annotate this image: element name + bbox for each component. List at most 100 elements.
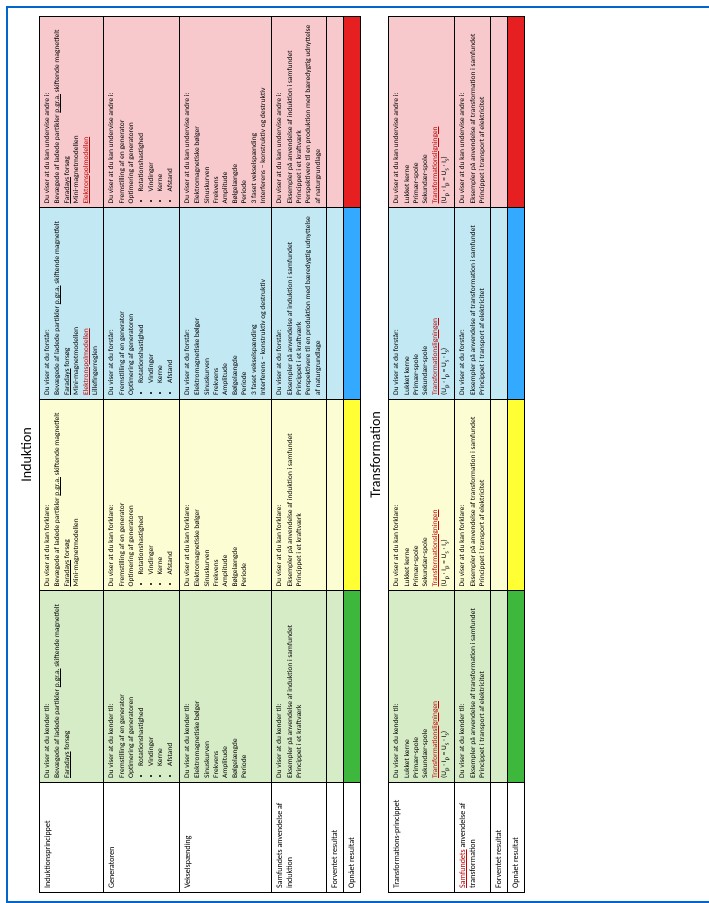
cell-line: Amplitude <box>221 596 230 779</box>
cell-line: 3 faset vekselspænding <box>250 213 259 396</box>
bullet-list: RotationshastighedVindingerKerneAfstand <box>137 21 175 192</box>
cell-line: Princippet i transport af elektricitet <box>478 21 487 204</box>
cell-heading: Du viser at du kan forklare: <box>107 404 116 587</box>
table-row: VekselspændingDu viser at du kender til:… <box>179 17 271 893</box>
cell-line: Elektromagnetiske bølger <box>193 404 202 587</box>
bullet-item: Kerne <box>156 21 165 192</box>
footer-row: Forventet resultat <box>491 17 508 893</box>
cell-line: Frekvens <box>212 596 221 779</box>
content-cell: Du viser at du kan undervise andre i:Eks… <box>272 17 327 209</box>
cell-line: Bevægede af ladede partikler p.gr.a. ski… <box>53 596 62 779</box>
bullet-item: Kerne <box>156 596 165 767</box>
cell-line: Perspektivere til en produktion med bære… <box>304 213 323 396</box>
cell-heading: Du viser at du forstår: <box>275 213 284 396</box>
content-cell: Du viser at du kan forklare:Fremstilling… <box>104 400 180 592</box>
section-title-1: Induktion <box>18 16 35 893</box>
content-cell: Du viser at du forstår:Eksempler på anve… <box>455 208 491 400</box>
bullet-item: Rotationshastighed <box>137 213 146 384</box>
bullet-item: Afstand <box>166 596 175 767</box>
content-cell: Du viser at du kan undervise andre i:Fre… <box>104 17 180 209</box>
bullet-item: Afstand <box>166 21 175 192</box>
bullet-item: Vindinger <box>147 404 156 575</box>
cell-line: Sinuskurven <box>203 404 212 587</box>
cell-line: Eksempler på anvendelse af induktion i s… <box>286 21 295 204</box>
content-cell: Du viser at du kan undervise andre i:Eks… <box>455 17 491 209</box>
cell-line: Bølgelængde <box>231 213 240 396</box>
cell-line: Lukket kerne <box>403 213 412 396</box>
footer-row: Opnået resultat <box>508 17 525 893</box>
cell-line: Mini-magnetmodellen <box>72 213 81 396</box>
cell-heading: Du viser at du kender til: <box>183 596 192 779</box>
cell-line: Sinuskurven <box>203 213 212 396</box>
cell-line: Frekvens <box>212 404 221 587</box>
content-cell: Du viser at du forstår:Elektromagnetiske… <box>179 208 271 400</box>
cell-line: Princippet i et kraftværk <box>295 21 304 204</box>
content-cell: Du viser at du forstår:Lukket kernePrimæ… <box>389 208 455 400</box>
row-label: Transformations-princippet <box>389 783 455 893</box>
cell-heading: Du viser at du kan undervise andre i: <box>275 21 284 204</box>
footer-cell <box>327 208 344 400</box>
cell-line: Fremstilling af en generator <box>118 21 127 204</box>
cell-line: Interferens – konstruktiv og destruktiv <box>259 21 268 204</box>
cell-line: Princippet i et kraftværk <box>295 404 304 587</box>
cell-line: Interferens – konstruktiv og destruktiv <box>259 213 268 396</box>
footer-cell <box>344 208 361 400</box>
cell-line: Elektronspolmodellen <box>82 213 91 396</box>
cell-line: Frekvens <box>212 213 221 396</box>
cell-line: Faradays forsøg <box>63 213 72 396</box>
bullet-item: Afstand <box>166 404 175 575</box>
bullet-item: Vindinger <box>147 21 156 192</box>
cell-line: Amplitude <box>221 21 230 204</box>
cell-line: Lukket kerne <box>403 596 412 779</box>
footer-cell <box>344 591 361 783</box>
content-cell: Du viser at du kender til:Eksempler på a… <box>455 591 491 783</box>
row-label: Generatoren <box>104 783 180 893</box>
cell-line: Transformationsligningen <box>431 21 440 204</box>
cell-line: Eksempler på anvendelse af transformatio… <box>469 21 478 204</box>
row-label: Vekselspænding <box>179 783 271 893</box>
row-label: Samfundets anvendelse af induktion <box>272 783 327 893</box>
footer-label: Forventet resultat <box>491 783 508 893</box>
cell-line: Lukket kerne <box>403 404 412 587</box>
cell-line: Elektromagnetiske bølger <box>193 21 202 204</box>
cell-line: Primær-spole <box>412 404 421 587</box>
content-cell: Du viser at du kender til:Fremstilling a… <box>104 591 180 783</box>
table-row: Transformations-princippet Du viser at du… <box>389 17 455 893</box>
cell-line: Primær-spole <box>412 596 421 779</box>
footer-cell <box>508 400 525 592</box>
bullet-item: Rotationshastighed <box>137 596 146 767</box>
content-cell: Du viser at du kender til:Eksempler på a… <box>272 591 327 783</box>
cell-heading: Du viser at du kan forklare: <box>458 404 467 587</box>
cell-line: Princippet i et kraftværk <box>295 596 304 779</box>
cell-line: Bølgelængde <box>231 404 240 587</box>
cell-heading: Du viser at du forstår: <box>43 213 52 396</box>
cell-line: Sekundær-spole <box>421 213 430 396</box>
cell-line: Bevægede af ladede partikler p.gr.a. ski… <box>53 21 62 204</box>
cell-line: Bølgelængde <box>231 596 240 779</box>
content-cell: Du viser at du forstår:Bevægede af laded… <box>40 208 104 400</box>
cell-line: Princippet i transport af elektricitet <box>478 213 487 396</box>
content-cell: Du viser at du kan undervise andre i:Bev… <box>40 17 104 209</box>
cell-line: Optimering af generatoren <box>127 21 136 204</box>
table-row: GeneratorenDu viser at du kender til:Fre… <box>104 17 180 893</box>
cell-heading: Du viser at du kan forklare: <box>275 404 284 587</box>
cell-line: Perspektivere til en produktion med bære… <box>304 21 323 204</box>
cell-line: (Up · Ip = Us · Is) <box>440 596 451 779</box>
footer-label: Opnået resultat <box>508 783 525 893</box>
footer-cell <box>491 400 508 592</box>
content-cell: Du viser at du kan forklare:Lukket kerne… <box>389 400 455 592</box>
cell-heading: Du viser at du forstår: <box>458 213 467 396</box>
cell-line: Amplitude <box>221 404 230 587</box>
cell-line: Lillefingerreglen <box>91 213 100 396</box>
cell-line: Optimering af generatoren <box>127 404 136 587</box>
table-induktion: InduktionsprincippetDu viser at du kende… <box>39 16 361 893</box>
bullet-list: RotationshastighedVindingerKerneAfstand <box>137 596 175 767</box>
cell-heading: Du viser at du kan forklare: <box>183 404 192 587</box>
cell-heading: Du viser at du kan undervise andre i: <box>107 21 116 204</box>
content-cell: Du viser at du kender til:Bevægede af la… <box>40 591 104 783</box>
bullet-item: Rotationshastighed <box>137 21 146 192</box>
cell-line: Fremstilling af en generator <box>118 404 127 587</box>
cell-line: Sinuskurven <box>203 596 212 779</box>
row-label: Induktionsprincippet <box>40 783 104 893</box>
content-cell: Du viser at du kender til:Elektromagneti… <box>179 591 271 783</box>
